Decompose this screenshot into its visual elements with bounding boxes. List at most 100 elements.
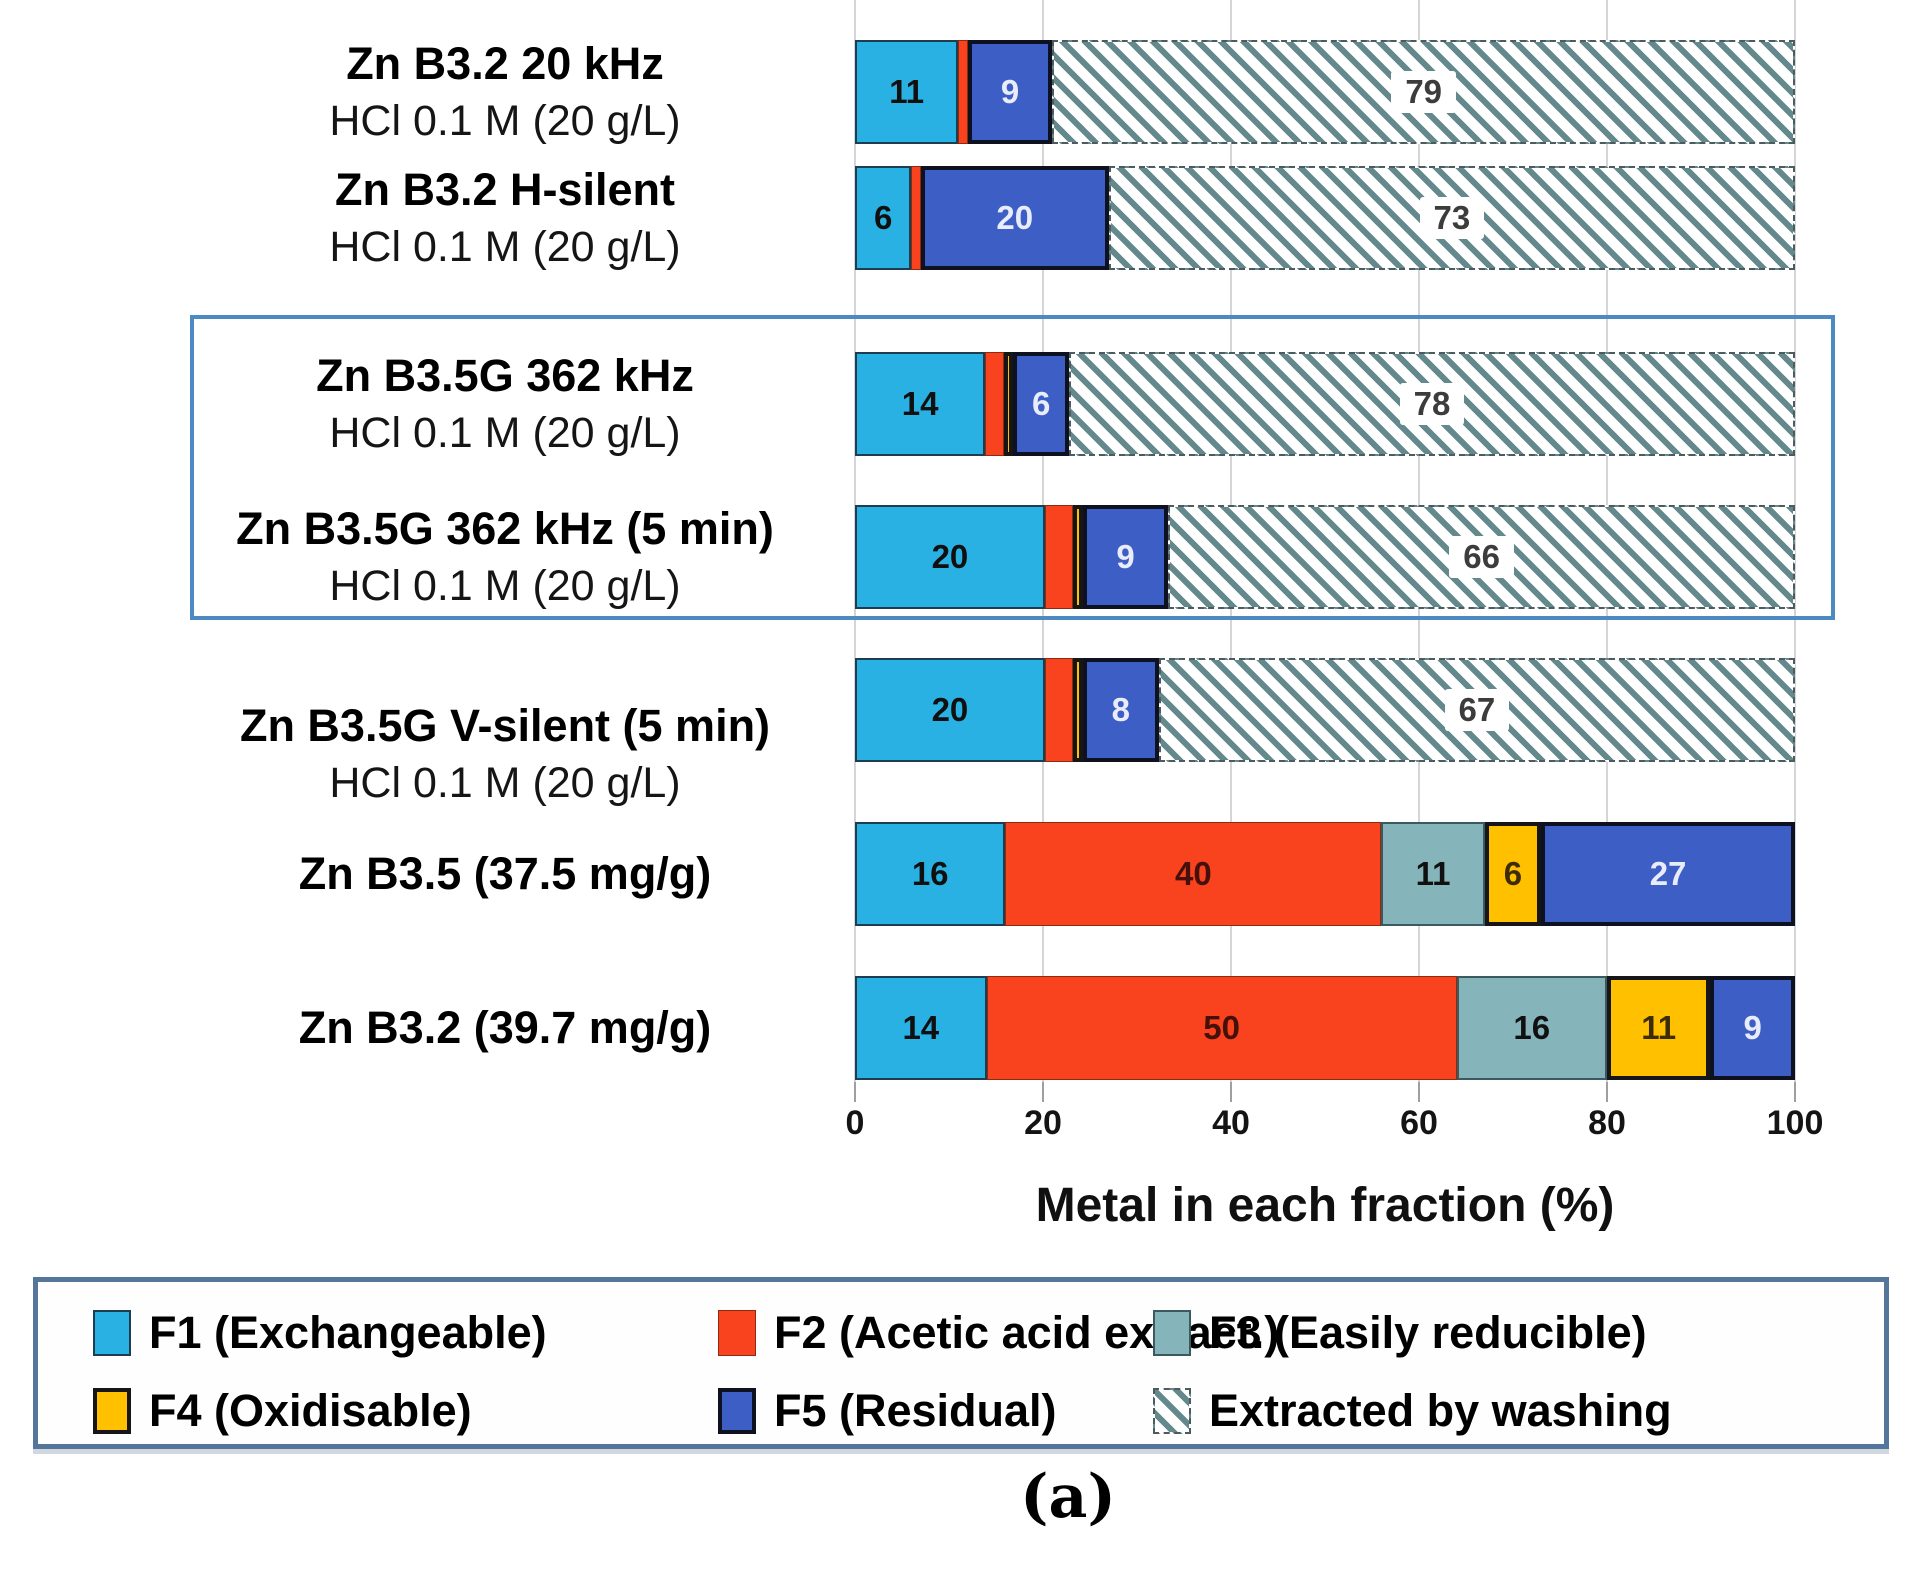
bar-segment-F2: 40 <box>1005 822 1382 926</box>
axis-tick <box>1606 1082 1608 1102</box>
bar-value-label: 9 <box>1000 73 1020 110</box>
x-tick-label: 60 <box>1400 1104 1438 1142</box>
x-tick-label: 80 <box>1588 1104 1626 1142</box>
bar-value-label: 6 <box>1503 855 1523 892</box>
category-label-subtitle: HCl 0.1 M (20 g/L) <box>329 409 681 457</box>
bar-segment-F2 <box>958 40 968 144</box>
bar-segment-F1: 14 <box>855 352 986 456</box>
bar-segment-F2 <box>985 352 1004 456</box>
bar-segment-F3: 11 <box>1381 822 1485 926</box>
legend-item-F3: F3 (Easily reducible) <box>1153 1298 1647 1368</box>
bar-row: 14 6 78 <box>855 352 1795 456</box>
bar-row: 6 20 73 <box>855 166 1795 270</box>
legend-item-F1: F1 (Exchangeable) <box>93 1298 547 1368</box>
axis-tick <box>1042 1082 1044 1102</box>
legend-swatch-F4 <box>93 1388 131 1434</box>
bar-value-label: 11 <box>1415 855 1451 892</box>
category-label-subtitle: HCl 0.1 M (20 g/L) <box>329 759 681 807</box>
category-label: Zn B3.5 (37.5 mg/g) <box>150 845 860 903</box>
bar-value-label: 14 <box>901 385 939 422</box>
bar-segment-F4 <box>1073 658 1083 762</box>
bar-value-label: 11 <box>889 73 925 110</box>
bar-value-label: 9 <box>1743 1009 1762 1046</box>
category-label-title: Zn B3.2 20 kHz <box>346 38 664 89</box>
legend-item-F2: F2 (Acetic acid extract.) <box>718 1298 1279 1368</box>
bar-segment-wash: 67 <box>1158 658 1795 762</box>
bar-segment-F5: 9 <box>1710 976 1795 1080</box>
category-label: Zn B3.2 H-silent HCl 0.1 M (20 g/L) <box>150 161 860 275</box>
bar-value-label: 9 <box>1116 538 1135 575</box>
bar-value-label: 40 <box>1175 855 1212 892</box>
legend-item-F5: F5 (Residual) <box>718 1376 1057 1446</box>
bar-value-label: 66 <box>1449 536 1514 578</box>
axis-tick <box>1230 1082 1232 1102</box>
bar-segment-F2: 50 <box>986 976 1457 1080</box>
bar-segment-F5: 8 <box>1082 658 1159 762</box>
bar-value-label: 16 <box>1513 1009 1551 1046</box>
bar-value-label: 20 <box>931 691 969 728</box>
bar-segment-F2 <box>1044 505 1074 609</box>
x-tick-label: 0 <box>845 1104 865 1142</box>
x-tick-label: 20 <box>1024 1104 1062 1142</box>
bar-segment-F4: 11 <box>1606 976 1711 1080</box>
bar-value-label: 78 <box>1399 383 1465 425</box>
bar-value-label: 6 <box>1031 385 1051 422</box>
bar-value-label: 73 <box>1419 197 1485 239</box>
category-label-title: Zn B3.2 H-silent <box>334 164 676 215</box>
category-label: Zn B3.2 (39.7 mg/g) <box>150 999 860 1057</box>
category-label-title: Zn B3.5G 362 kHz <box>316 350 694 401</box>
bar-row: 20 9 66 <box>855 505 1795 609</box>
bar-segment-F1: 6 <box>855 166 912 270</box>
x-tick-label: 100 <box>1766 1104 1824 1142</box>
bar-value-label: 20 <box>931 538 969 575</box>
bar-segment-F5: 9 <box>1082 505 1169 609</box>
bar-value-label: 6 <box>874 199 893 236</box>
category-label: Zn B3.2 20 kHz HCl 0.1 M (20 g/L) <box>150 35 860 149</box>
bar-value-label: 67 <box>1444 689 1510 731</box>
bar-segment-wash: 78 <box>1069 352 1795 456</box>
bar-segment-F4 <box>1003 352 1014 456</box>
bar-segment-F1: 16 <box>855 822 1006 926</box>
bar-segment-wash: 79 <box>1052 40 1795 144</box>
legend-box: F1 (Exchangeable) F2 (Acetic acid extract… <box>33 1277 1889 1449</box>
bar-value-label: 79 <box>1391 71 1457 113</box>
bar-segment-wash: 73 <box>1108 166 1795 270</box>
legend-label: F3 (Easily reducible) <box>1209 1307 1647 1358</box>
legend-swatch-F1 <box>93 1310 131 1356</box>
bar-row: 20 8 67 <box>855 658 1795 762</box>
legend-item-F4: F4 (Oxidisable) <box>93 1376 472 1446</box>
category-label-subtitle: HCl 0.1 M (20 g/L) <box>329 562 681 610</box>
bar-segment-wash: 66 <box>1168 505 1795 609</box>
bar-value-label: 14 <box>902 1009 940 1046</box>
bar-segment-F1: 20 <box>855 505 1045 609</box>
category-label: Zn B3.5G 362 kHz (5 min) HCl 0.1 M (20 g/… <box>150 500 860 614</box>
bar-segment-F5: 20 <box>920 166 1109 270</box>
bar-segment-F4 <box>1073 505 1083 609</box>
bar-segment-F1: 14 <box>855 976 987 1080</box>
category-label-title: Zn B3.5 (37.5 mg/g) <box>298 848 712 899</box>
x-tick-label: 40 <box>1212 1104 1250 1142</box>
category-label-title: Zn B3.2 (39.7 mg/g) <box>298 1002 712 1053</box>
bar-value-label: 16 <box>911 855 949 892</box>
bar-segment-F5: 6 <box>1013 352 1070 456</box>
axis-tick <box>1418 1082 1420 1102</box>
legend-label: F5 (Residual) <box>774 1385 1057 1436</box>
bar-row: 11 9 79 <box>855 40 1795 144</box>
legend-item-wash: Extracted by washing <box>1153 1376 1672 1446</box>
legend-label: F2 (Acetic acid extract.) <box>774 1307 1280 1358</box>
bar-segment-F1: 11 <box>855 40 959 144</box>
bar-value-label: 8 <box>1111 691 1131 728</box>
legend-swatch-F3 <box>1153 1310 1191 1356</box>
legend-swatch-wash <box>1153 1388 1191 1434</box>
legend-label: Extracted by washing <box>1209 1385 1672 1436</box>
legend-swatch-F2 <box>718 1310 756 1356</box>
bar-segment-F5: 27 <box>1541 822 1795 926</box>
category-label-subtitle: HCl 0.1 M (20 g/L) <box>329 223 681 271</box>
bar-segment-F2 <box>1044 658 1074 762</box>
bar-value-label: 27 <box>1649 855 1687 892</box>
highlight-box <box>190 315 1835 620</box>
gridline <box>1794 0 1796 1082</box>
bar-segment-F3: 16 <box>1456 976 1607 1080</box>
legend-swatch-F5 <box>718 1388 756 1434</box>
bar-segment-F4: 6 <box>1484 822 1542 926</box>
